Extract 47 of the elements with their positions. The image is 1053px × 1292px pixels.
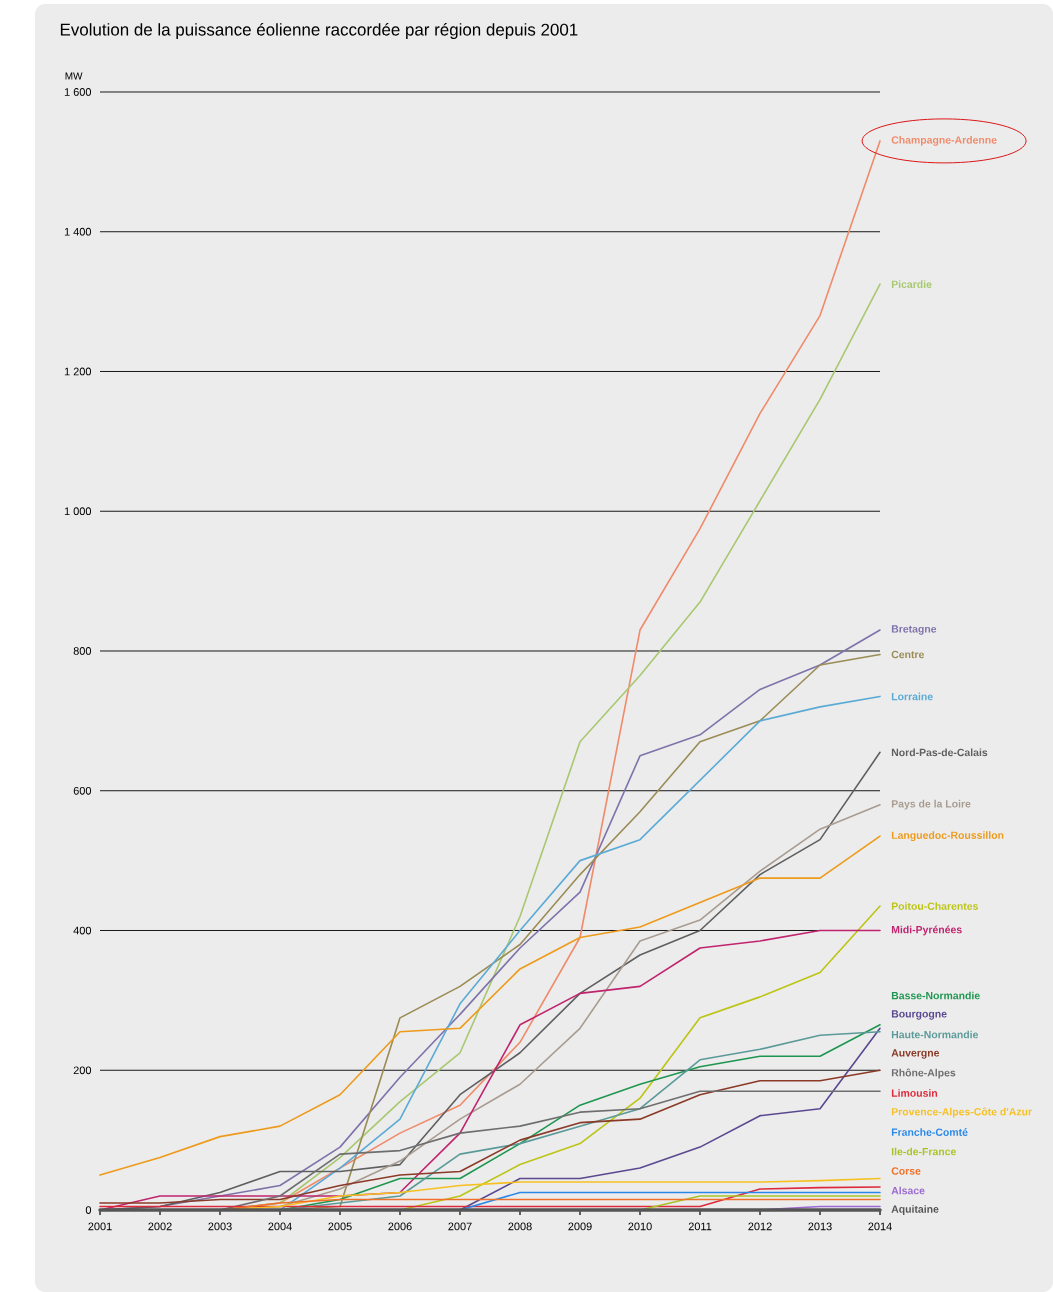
series-label: Lorraine [891, 692, 933, 701]
y-tick-label: 1 600 [64, 88, 92, 96]
y-tick-label: 0 [85, 1206, 92, 1214]
series-label: Bretagne [891, 625, 937, 635]
series-label: Aquitaine [891, 1205, 939, 1215]
text: Ile-de-France [891, 1147, 956, 1156]
text: Corse [891, 1167, 921, 1175]
x-tick-label: 2008 [508, 1222, 532, 1231]
series-label: Centre [891, 650, 924, 659]
text: Provence-Alpes-Côte d'Azur [891, 1107, 1032, 1118]
series-label: Haute-Normandie [891, 1030, 979, 1039]
series-label: Champagne-Ardenne [891, 136, 997, 146]
series-label: Languedoc-Roussillon [891, 831, 1004, 842]
text: Basse-Normandie [891, 991, 980, 1000]
y-tick-label: 200 [73, 1066, 92, 1075]
y-tick-label: 1 400 [64, 227, 92, 236]
series-label: Alsace [891, 1186, 925, 1195]
series-label: Nord-Pas-de-Calais [891, 748, 988, 757]
x-tick-label: 2012 [748, 1222, 772, 1231]
x-tick-label: 2009 [568, 1222, 592, 1231]
x-tick-label: 2004 [268, 1222, 292, 1231]
x-tick-label: 2002 [148, 1222, 172, 1231]
y-tick-label: 1 000 [64, 507, 92, 516]
x-tick-label: 2013 [808, 1222, 832, 1231]
y-tick-label: 400 [73, 926, 92, 935]
series-label: Pays de la Loire [891, 799, 971, 810]
x-tick-label: 2006 [388, 1222, 412, 1231]
text: Franche-Comté [891, 1128, 968, 1136]
series-label: Bourgogne [891, 1010, 947, 1020]
series-label: Auvergne [891, 1049, 940, 1059]
text: Limousin [891, 1089, 938, 1097]
y-tick-label: 1 200 [64, 367, 92, 376]
series-label: Midi-Pyrénées [891, 925, 962, 936]
x-tick-label: 2003 [208, 1222, 232, 1231]
series-label: Picardie [891, 280, 932, 288]
y-axis-title: MW [65, 72, 83, 80]
x-tick-label: 2014 [868, 1222, 892, 1231]
series-label: Rhône-Alpes [891, 1068, 956, 1079]
x-tick-label: 2010 [628, 1222, 652, 1231]
x-tick-label: 2001 [88, 1222, 112, 1231]
series-label: Poitou-Charentes [891, 902, 978, 910]
x-tick-label: 2011 [688, 1222, 712, 1231]
chart-title: Evolution de la puissance éolienne raccordée par région depuis 2001 [60, 22, 578, 39]
y-tick-label: 800 [73, 647, 92, 655]
y-tick-label: 600 [73, 786, 92, 795]
x-tick-label: 2007 [448, 1222, 472, 1231]
x-tick-label: 2005 [328, 1222, 352, 1231]
